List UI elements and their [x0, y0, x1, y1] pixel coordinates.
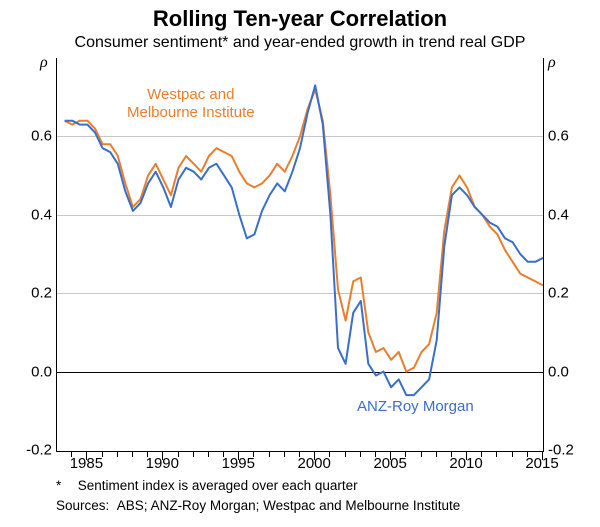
sources-label: Sources:: [56, 498, 109, 513]
chart-container: Rolling Ten-year Correlation Consumer se…: [0, 0, 600, 527]
y-tick-label: 0.2: [12, 285, 52, 302]
footnote-text: Sentiment index is averaged over each qu…: [78, 478, 358, 493]
series-label-westpac: Westpac and Melbourne InstituteWestpac a…: [127, 86, 255, 122]
series-label-anz: ANZ-Roy Morgan: [357, 398, 474, 415]
y-tick-label: -0.2: [12, 442, 52, 459]
y-tick-label: 0.0: [548, 363, 588, 380]
y-tick-label: 0.6: [548, 128, 588, 145]
series-line: [65, 85, 543, 395]
y-axis-label-left: ρ: [40, 54, 48, 72]
chart-subtitle: Consumer sentiment* and year-ended growt…: [0, 34, 600, 52]
plot-area: Westpac and Melbourne InstituteWestpac a…: [56, 58, 544, 452]
sources-text: ABS; ANZ-Roy Morgan; Westpac and Melbour…: [117, 498, 460, 513]
y-tick-label: 0.4: [12, 206, 52, 223]
y-tick-label: 0.4: [548, 206, 588, 223]
y-tick-label: 0.6: [12, 128, 52, 145]
y-axis-label-right: ρ: [548, 54, 556, 72]
footnote: * Sentiment index is averaged over each …: [56, 478, 358, 493]
footnote-marker: *: [56, 478, 74, 493]
y-tick-label: 0.2: [548, 285, 588, 302]
chart-title: Rolling Ten-year Correlation: [0, 0, 600, 32]
sources: Sources: ABS; ANZ-Roy Morgan; Westpac an…: [56, 498, 460, 513]
y-tick-label: 0.0: [12, 363, 52, 380]
